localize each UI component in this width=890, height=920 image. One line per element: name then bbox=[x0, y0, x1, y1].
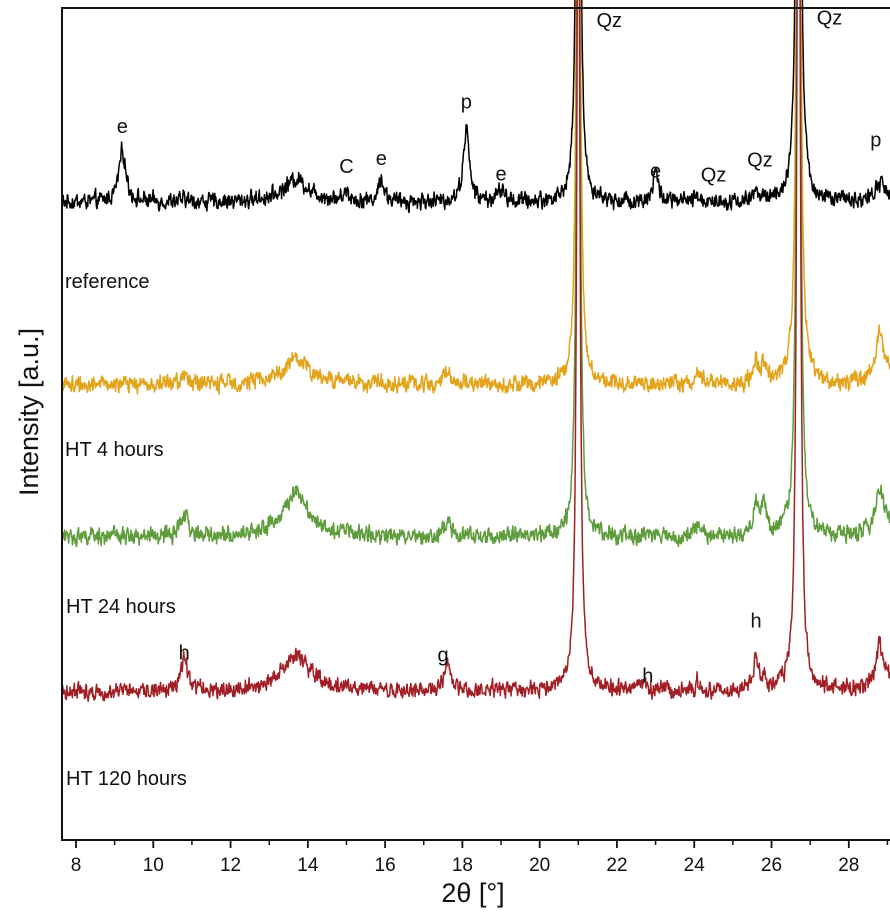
peak-annotation: p bbox=[461, 92, 472, 114]
x-tick-label: 24 bbox=[684, 855, 706, 876]
x-tick-label: 12 bbox=[220, 855, 241, 876]
x-tick-label: 10 bbox=[143, 855, 164, 876]
peak-annotation: e bbox=[495, 164, 506, 186]
x-tick-label: 22 bbox=[606, 855, 627, 876]
peak-annotation: h bbox=[179, 642, 190, 664]
x-axis-title: 2θ [°] bbox=[441, 878, 504, 908]
x-tick-label: 20 bbox=[529, 855, 550, 876]
x-tick-label: 28 bbox=[838, 855, 859, 876]
series-label-ht-24-hours: HT 24 hours bbox=[66, 596, 176, 618]
y-axis-title: Intensity [a.u.] bbox=[14, 328, 44, 496]
peak-annotation: C bbox=[339, 156, 353, 178]
series-labels: reference HT 4 hours HT 24 hours HT 120 hou… bbox=[65, 271, 187, 790]
series-line-reference bbox=[62, 0, 890, 214]
x-tick-label: 14 bbox=[297, 855, 319, 876]
series-line-ht-24-hours bbox=[62, 0, 890, 548]
x-tick-label: 26 bbox=[761, 855, 782, 876]
peak-annotation: e bbox=[117, 116, 128, 138]
peak-annotation: h bbox=[642, 665, 653, 687]
x-tick-label: 8 bbox=[71, 855, 82, 876]
peak-annotation: Qz bbox=[747, 149, 773, 171]
x-ticks: 810121416182022242628303234 bbox=[71, 840, 889, 876]
peak-annotation: e bbox=[650, 161, 661, 183]
series-label-ht-120-hours: HT 120 hours bbox=[66, 768, 187, 790]
peak-annotation: e bbox=[376, 148, 387, 170]
series-layer bbox=[62, 0, 890, 702]
series-line-ht-4-hours bbox=[62, 0, 890, 395]
peak-annotation: Qz bbox=[817, 8, 843, 30]
x-tick-label: 18 bbox=[452, 855, 473, 876]
series-line-ht-120-hours bbox=[62, 0, 890, 702]
axes bbox=[61, 7, 890, 841]
series-label-ht-4-hours: HT 4 hours bbox=[65, 439, 164, 461]
peak-annotation: g bbox=[438, 645, 449, 667]
peak-annotation: Qz bbox=[596, 10, 622, 32]
peak-annotation: h bbox=[751, 611, 762, 633]
series-label-reference: reference bbox=[65, 271, 150, 293]
x-tick-label: 16 bbox=[375, 855, 396, 876]
peak-annotation: Qz bbox=[701, 165, 727, 187]
peak-annotation: p bbox=[870, 130, 881, 152]
peak-annotations: eCepeQzeQzQzQzpCCCCCpCCehghhhhh bbox=[117, 8, 882, 688]
